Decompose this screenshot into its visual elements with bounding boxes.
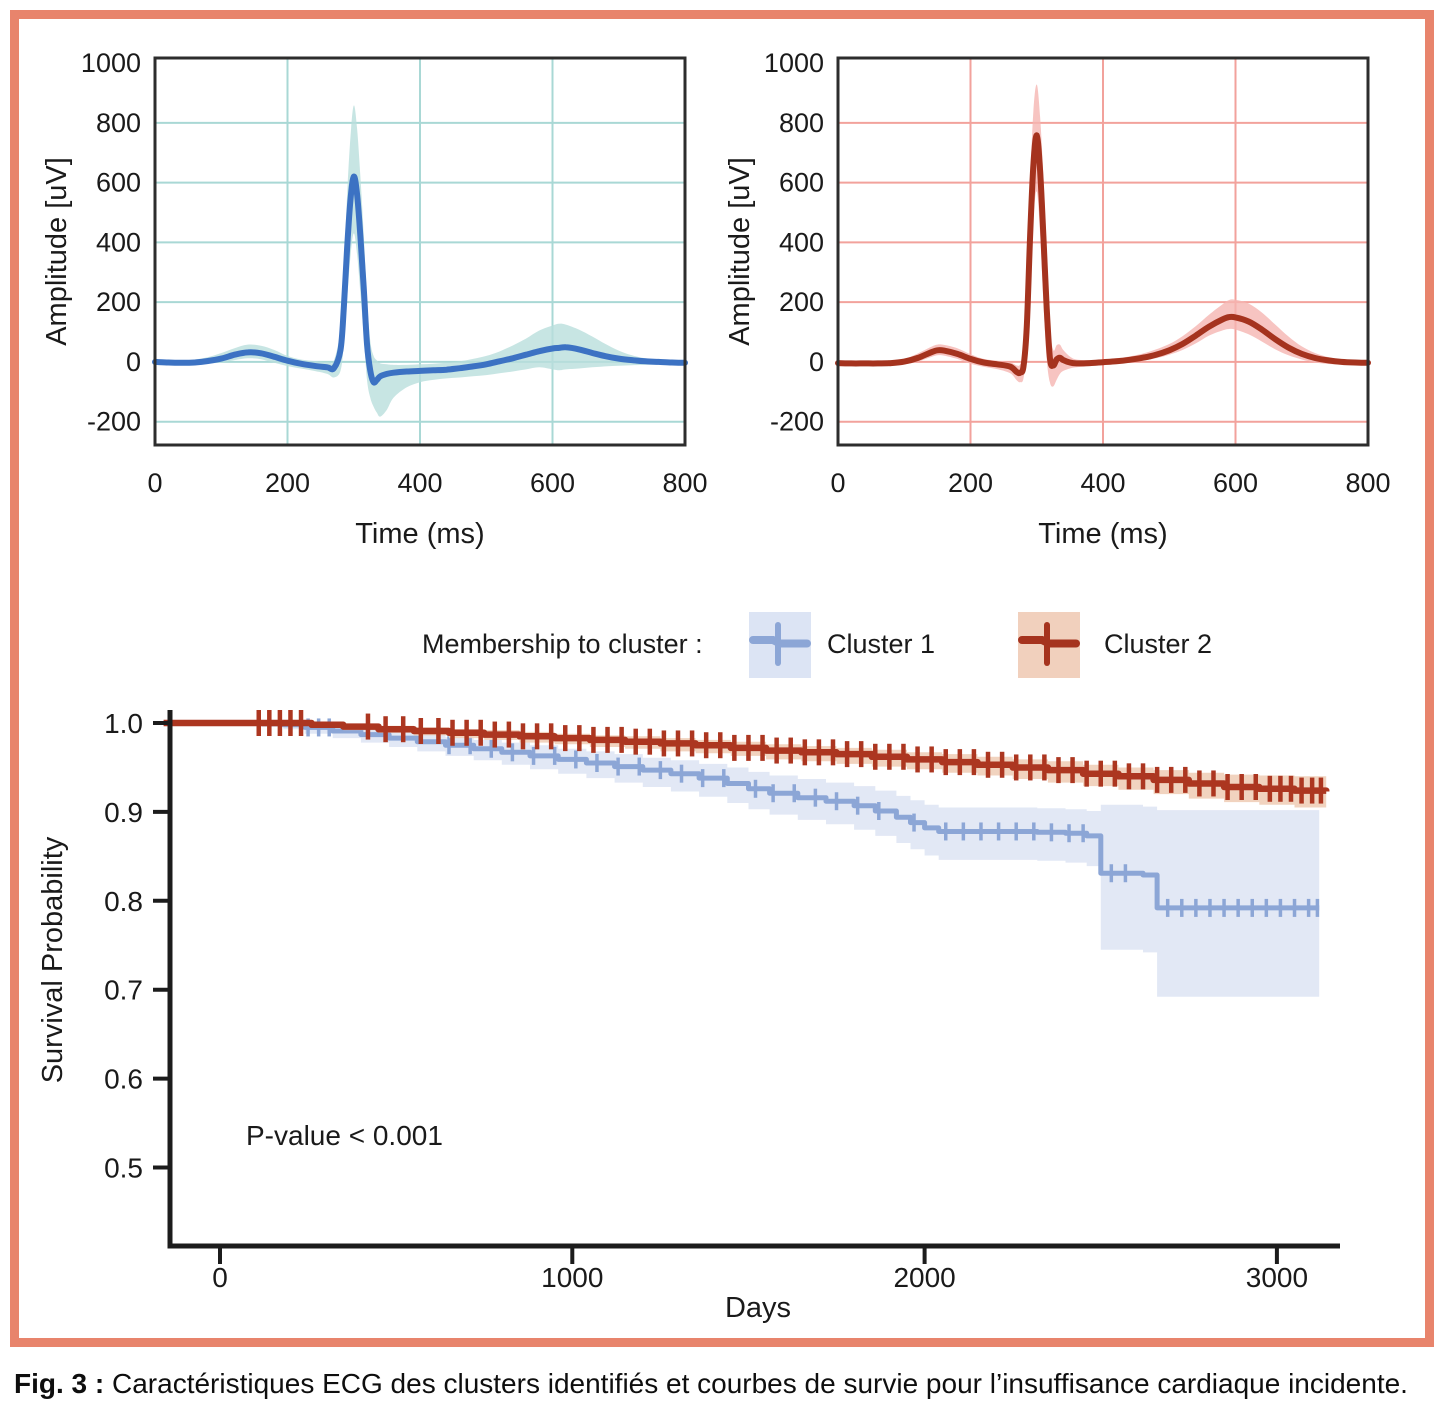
mean-waveform	[835, 132, 1371, 377]
y-tick-label: 0.7	[104, 975, 143, 1006]
y-tick-label: 0.6	[104, 1064, 143, 1095]
legend-label-cluster1: Cluster 1	[827, 629, 936, 659]
y-tick-label: 200	[779, 287, 824, 317]
x-tick-label: 400	[397, 468, 442, 498]
x-tick-label: 200	[948, 468, 993, 498]
x-tick-label: 2000	[893, 1262, 955, 1293]
y-tick-label: 800	[96, 108, 141, 138]
x-tick-label: 800	[662, 468, 707, 498]
x-tick-label: 400	[1080, 468, 1125, 498]
ecg-chart-cluster2: 1000 800 600 400 200 0 -200 0 200 400 600 800 Amplit…	[724, 48, 1391, 550]
y-tick-label: 800	[779, 108, 824, 138]
y-tick-label: 1.0	[104, 708, 143, 739]
x-tick-label: 600	[530, 468, 575, 498]
x-tick-label: 200	[265, 468, 310, 498]
plot-border	[836, 56, 1370, 447]
x-tick-label: 1000	[541, 1262, 603, 1293]
y-tick-label: 0	[126, 347, 141, 377]
x-tick-label: 0	[147, 468, 162, 498]
x-tick-label: 3000	[1246, 1262, 1308, 1293]
plot-border	[153, 56, 687, 447]
caption-prefix: Fig. 3 :	[14, 1368, 105, 1399]
confidence-band	[155, 105, 685, 417]
mean-waveform	[152, 173, 688, 386]
y-tick-label: 1000	[81, 48, 141, 78]
x-axis-label: Time (ms)	[355, 518, 484, 550]
y-tick-label: 600	[96, 168, 141, 198]
caption-text: Caractéristiques ECG des clusters identi…	[104, 1368, 1408, 1399]
confidence-band	[163, 723, 1327, 809]
y-tick-label: 1000	[764, 48, 824, 78]
y-tick-label: 0.8	[104, 886, 143, 917]
x-tick-label: 800	[1345, 468, 1390, 498]
x-tick-label: 0	[830, 468, 845, 498]
confidence-band	[838, 84, 1368, 387]
y-tick-label: -200	[87, 407, 141, 437]
cluster1-swatch-icon	[749, 612, 811, 678]
y-tick-label: -200	[770, 407, 824, 437]
x-tick-label: 600	[1213, 468, 1258, 498]
y-axis-label: Amplitude [uV]	[724, 157, 756, 346]
cluster2-swatch-icon	[1018, 612, 1080, 678]
legend-label-cluster2: Cluster 2	[1104, 629, 1213, 659]
p-value-annotation: P-value < 0.001	[246, 1120, 443, 1151]
confidence-band	[163, 723, 1320, 997]
y-tick-label: 0	[809, 347, 824, 377]
x-axis-label: Days	[725, 1292, 791, 1324]
y-tick-label: 0.9	[104, 797, 143, 828]
y-tick-label: 0.5	[104, 1153, 143, 1184]
figure-border-frame	[10, 10, 1434, 1347]
x-axis-label: Time (ms)	[1038, 518, 1167, 550]
figure-caption: Fig. 3 : Caractéristiques ECG des cluste…	[14, 1368, 1438, 1400]
ecg-chart-cluster1: 1000 800 600 400 200 0 -200 0 200 400 600 800 Amplit…	[41, 48, 708, 550]
survival-curve	[163, 720, 1320, 911]
y-tick-label: 400	[779, 227, 824, 257]
y-tick-label: 200	[96, 287, 141, 317]
y-axis-label: Amplitude [uV]	[41, 157, 73, 346]
legend-title: Membership to cluster :	[422, 629, 703, 659]
survival-curve	[163, 719, 1330, 794]
x-tick-label: 0	[212, 1262, 228, 1293]
y-tick-label: 600	[779, 168, 824, 198]
survival-chart: 1.0 0.9 0.8 0.7 0.6 0.5 0 1000 2000 3000 Survival …	[37, 708, 1340, 1324]
y-tick-label: 400	[96, 227, 141, 257]
y-axis-label: Survival Probability	[37, 836, 69, 1083]
